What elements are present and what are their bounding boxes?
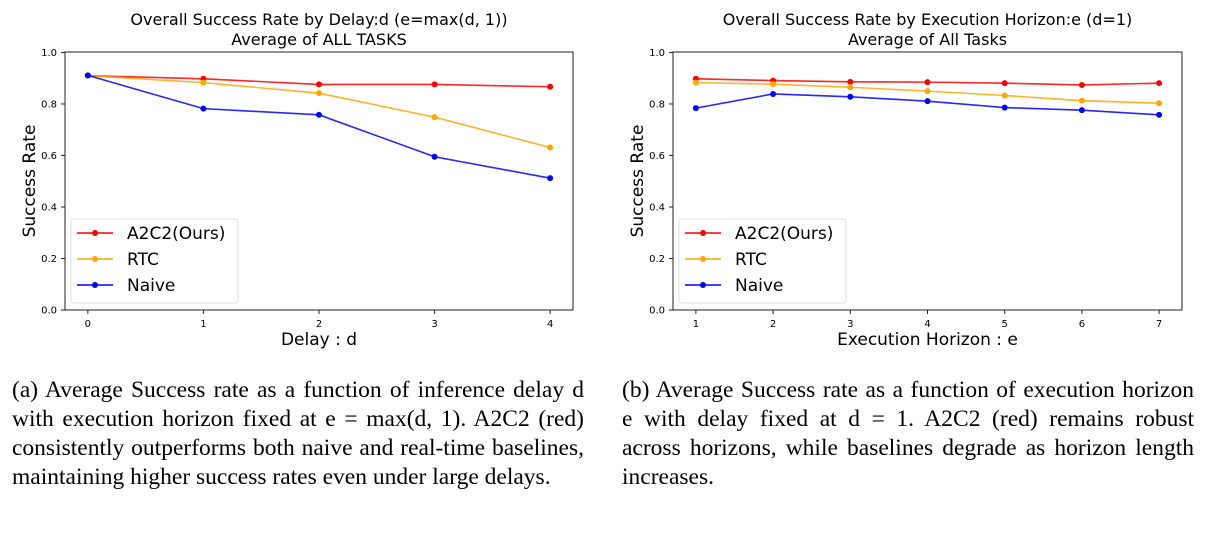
y-tick-label: 0.2	[41, 254, 57, 265]
data-point	[692, 105, 699, 112]
data-point	[847, 78, 854, 85]
data-point	[1078, 107, 1085, 114]
data-point	[1156, 80, 1163, 87]
legend-marker	[700, 256, 706, 262]
legend-marker	[92, 282, 98, 288]
y-tick-label: 0.4	[649, 203, 665, 214]
data-point	[1001, 80, 1008, 87]
data-point	[1001, 104, 1008, 111]
x-tick-label: 2	[770, 319, 776, 330]
data-point	[770, 90, 777, 97]
data-point	[692, 79, 699, 86]
y-axis-label: Success Rate	[20, 125, 40, 238]
data-point	[431, 153, 438, 160]
legend-box	[70, 218, 239, 304]
legend-marker	[92, 230, 98, 236]
series-line-naive	[695, 93, 1160, 116]
data-point	[847, 93, 854, 100]
legend-marker	[700, 282, 706, 288]
data-point	[200, 105, 207, 112]
legend-label: Naive	[735, 276, 783, 296]
legend-label: RTC	[735, 250, 767, 270]
legend-label: RTC	[127, 250, 159, 270]
data-point	[924, 79, 931, 86]
data-point	[1156, 111, 1163, 118]
x-tick-label: 3	[847, 319, 853, 330]
x-tick-label: 4	[547, 319, 553, 330]
chart-title: Overall Success Rate by Execution Horizo…	[723, 10, 1133, 29]
legend-label: Naive	[127, 276, 175, 296]
data-point	[200, 79, 207, 86]
chart-subtitle: Average of All Tasks	[848, 30, 1007, 49]
y-tick-label: 0.8	[649, 100, 665, 111]
data-point	[924, 98, 931, 105]
y-tick-label: 0.0	[41, 306, 57, 317]
caption-b: (b) Average Success rate as a function o…	[622, 377, 1194, 490]
data-point	[431, 81, 438, 88]
y-tick-label: 0.0	[649, 306, 665, 317]
data-point	[770, 81, 777, 88]
x-axis-label: Execution Horizon : e	[837, 330, 1018, 350]
chart-subtitle: Average of ALL TASKS	[231, 30, 406, 49]
data-point	[547, 83, 554, 90]
x-tick-label: 0	[85, 319, 91, 330]
x-tick-label: 7	[1156, 319, 1162, 330]
data-point	[1001, 92, 1008, 99]
x-tick-label: 3	[431, 319, 437, 330]
legend-marker	[700, 230, 706, 236]
caption-a: (a) Average Success rate as a function o…	[12, 377, 584, 490]
data-point	[316, 81, 322, 88]
data-point	[924, 88, 931, 95]
y-tick-label: 1.0	[41, 48, 57, 59]
x-axis-label: Delay : d	[281, 330, 357, 350]
x-tick-label: 4	[924, 319, 930, 330]
x-tick-label: 1	[693, 319, 699, 330]
data-point	[1078, 97, 1085, 104]
y-tick-label: 1.0	[649, 48, 665, 59]
data-point	[847, 84, 854, 91]
y-tick-label: 0.2	[649, 254, 665, 265]
legend-marker	[92, 256, 98, 262]
y-tick-label: 0.6	[41, 151, 57, 162]
data-point	[84, 72, 91, 79]
data-point	[431, 114, 438, 121]
y-tick-label: 0.6	[649, 151, 665, 162]
data-point	[547, 175, 554, 182]
legend-label: A2C2(Ours)	[735, 224, 833, 244]
x-tick-label: 5	[1002, 319, 1008, 330]
y-tick-label: 0.4	[41, 203, 57, 214]
y-axis-label: Success Rate	[628, 125, 648, 238]
legend-box	[678, 218, 847, 304]
x-tick-label: 1	[200, 319, 206, 330]
data-point	[1156, 100, 1163, 107]
x-tick-label: 6	[1079, 319, 1085, 330]
data-point	[1078, 81, 1085, 88]
legend-label: A2C2(Ours)	[127, 224, 225, 244]
chart-title: Overall Success Rate by Delay:d (e=max(d…	[130, 10, 507, 29]
data-point	[316, 90, 322, 97]
data-point	[316, 111, 322, 118]
x-tick-label: 2	[316, 319, 322, 330]
data-point	[547, 144, 554, 151]
y-tick-label: 0.8	[41, 100, 57, 111]
